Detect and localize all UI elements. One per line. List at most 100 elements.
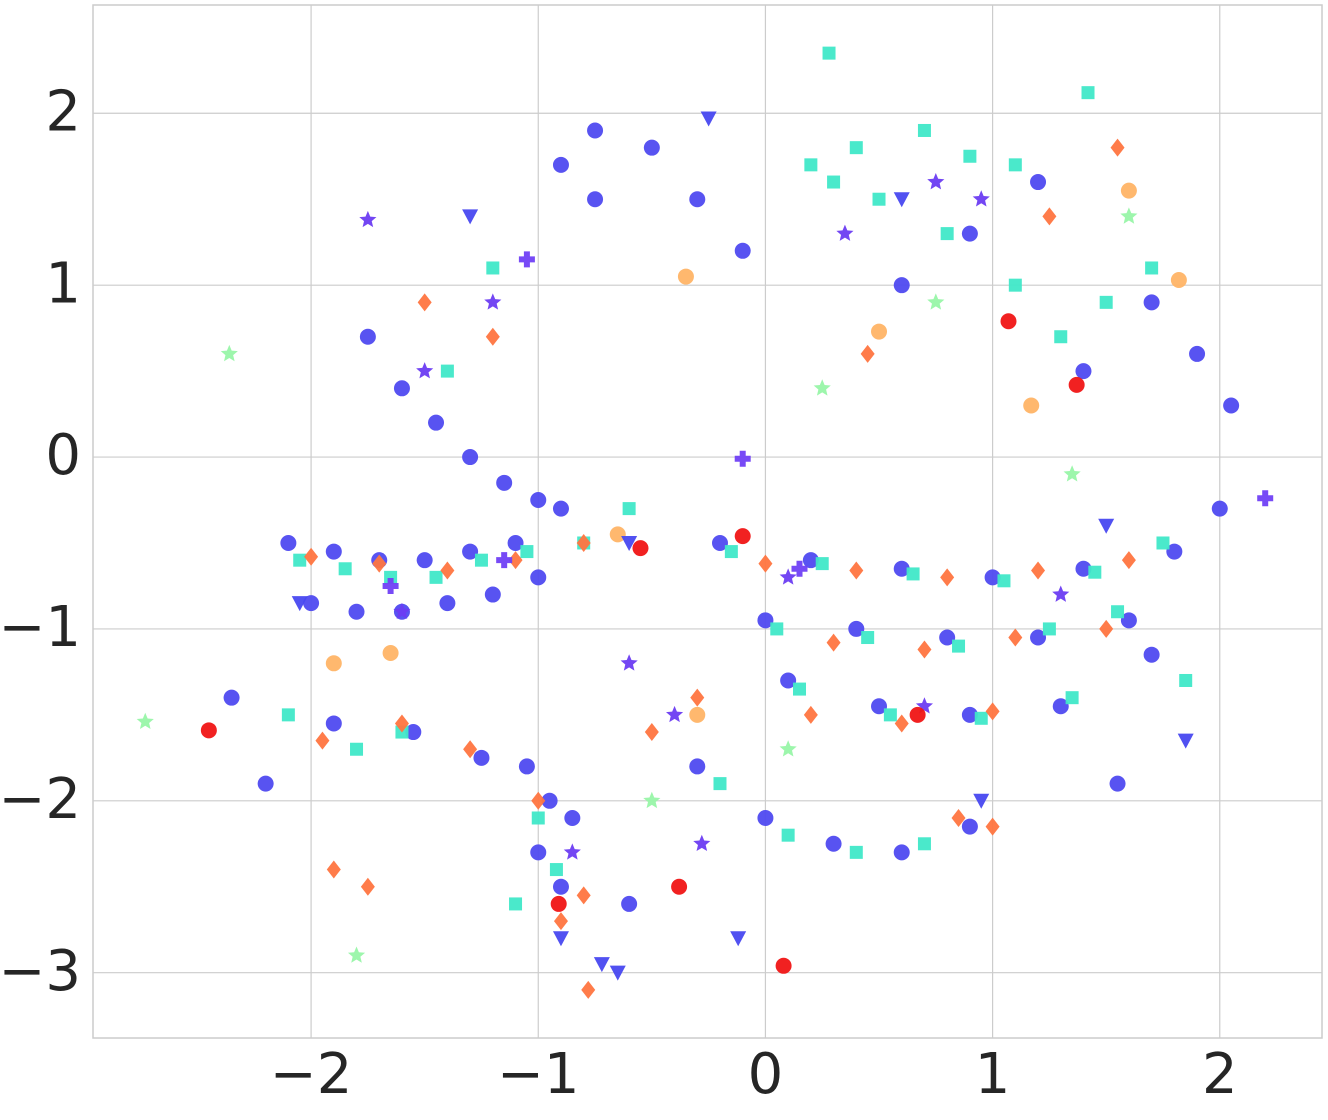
point (1042, 207, 1057, 226)
point (326, 860, 341, 879)
point (713, 777, 727, 791)
x-tick-label: 2 (1202, 1042, 1238, 1107)
y-tick-label: 2 (45, 79, 81, 144)
point (985, 817, 1000, 836)
point (734, 528, 751, 545)
point (917, 837, 931, 851)
point (531, 791, 546, 810)
point (1121, 551, 1136, 570)
point (700, 111, 717, 127)
point (1166, 543, 1183, 560)
point (1156, 536, 1170, 550)
point (509, 897, 523, 911)
point (496, 552, 513, 569)
point (770, 622, 784, 636)
point (632, 540, 649, 557)
point (758, 554, 773, 573)
point (394, 714, 409, 733)
point (1054, 330, 1068, 344)
point (861, 631, 875, 645)
point (1063, 465, 1081, 482)
point (815, 557, 829, 571)
point (507, 534, 524, 551)
x-tick-label: −2 (270, 1042, 353, 1107)
point (1099, 295, 1113, 309)
point (530, 492, 547, 509)
point (609, 526, 626, 543)
point (281, 708, 295, 722)
point (1257, 490, 1274, 507)
point (1120, 182, 1137, 199)
point (1065, 691, 1079, 705)
point (827, 175, 841, 189)
point (291, 596, 308, 612)
point (473, 749, 490, 766)
point (325, 715, 342, 732)
point (1088, 565, 1102, 579)
point (593, 957, 610, 973)
x-tick-label: 0 (748, 1042, 784, 1107)
point (693, 834, 711, 852)
point (1031, 561, 1046, 580)
point (883, 708, 897, 722)
point (350, 742, 364, 756)
point (893, 192, 910, 208)
point (973, 793, 990, 809)
point (325, 543, 342, 560)
point (576, 886, 591, 905)
point (1223, 397, 1240, 414)
point (793, 682, 807, 696)
point (200, 722, 217, 739)
point (1177, 733, 1194, 749)
point (757, 809, 774, 826)
point (804, 158, 818, 172)
point (711, 534, 728, 551)
point (780, 672, 797, 689)
point (689, 706, 706, 723)
point (1068, 376, 1085, 393)
point (849, 845, 863, 859)
point (553, 912, 568, 931)
point (359, 210, 377, 228)
point (1008, 278, 1022, 292)
point (359, 328, 376, 345)
point (997, 574, 1011, 588)
point (384, 570, 398, 584)
point (940, 568, 955, 587)
point (961, 706, 978, 723)
point (552, 878, 569, 895)
y-tick-label: 0 (45, 423, 81, 488)
point (416, 552, 433, 569)
point (1023, 397, 1040, 414)
point (893, 844, 910, 861)
point (963, 149, 977, 163)
point (961, 225, 978, 242)
point (985, 702, 1000, 721)
point (581, 980, 596, 999)
point (564, 809, 581, 826)
point (428, 414, 445, 431)
point (906, 567, 920, 581)
point (405, 724, 422, 741)
point (779, 568, 797, 585)
point (893, 560, 910, 577)
plot-area (92, 4, 1323, 1039)
point (825, 835, 842, 852)
point (587, 122, 604, 139)
point (587, 191, 604, 208)
point (520, 545, 534, 559)
x-tick-label: 1 (975, 1042, 1011, 1107)
point (848, 620, 865, 637)
point (440, 364, 454, 378)
point (1075, 363, 1092, 380)
point (939, 629, 956, 646)
point (1143, 646, 1160, 663)
point (689, 191, 706, 208)
point (1179, 673, 1193, 687)
point (518, 251, 535, 268)
point (372, 554, 387, 573)
point (136, 712, 154, 730)
point (927, 293, 945, 310)
point (325, 655, 342, 672)
point (822, 46, 836, 60)
